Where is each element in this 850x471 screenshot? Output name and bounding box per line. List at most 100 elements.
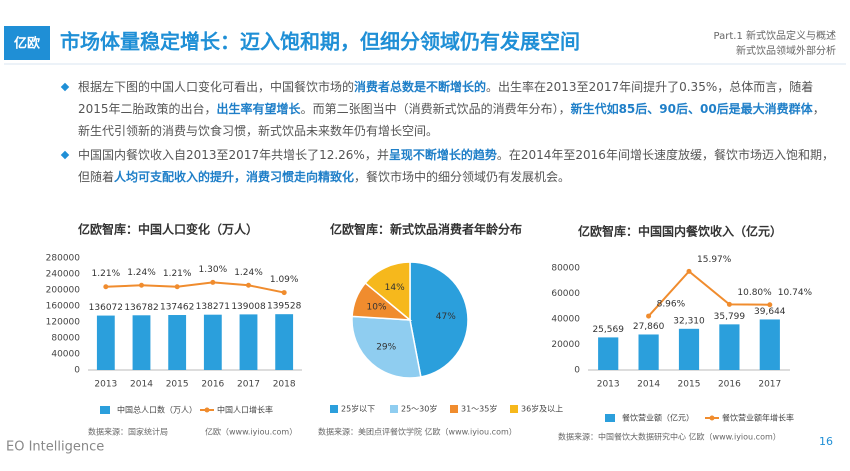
bar — [96, 315, 115, 370]
data-label: 39,644 — [754, 307, 786, 317]
legend-swatch — [450, 405, 458, 413]
legend-swatch — [100, 406, 110, 414]
pie-slice — [351, 315, 422, 379]
bullet: 中国国内餐饮收入自2013至2017年共增长了12.26%，并呈现不断增长的趋势… — [62, 144, 834, 188]
bar — [275, 314, 294, 370]
y-tick-label: 160000 — [46, 302, 81, 312]
data-label: 47% — [436, 312, 456, 322]
brand: EO Intelligence — [6, 440, 104, 455]
y-tick-label: 80000 — [51, 334, 80, 344]
legend-label: 36岁及以上 — [521, 404, 563, 414]
bar — [132, 315, 151, 370]
data-label: 1.24% — [127, 268, 156, 278]
data-label: 1.30% — [199, 265, 228, 275]
data-label: 25,569 — [592, 325, 624, 335]
pie-slice — [409, 261, 469, 378]
chart-title: 亿欧智库：中国人口变化（万人） — [78, 222, 258, 237]
legend-label: 中国总人口数（万人） — [117, 405, 197, 415]
legend-label: 中国人口增长率 — [217, 405, 273, 415]
legend-label: 25～30岁 — [401, 404, 437, 414]
legend-swatch — [510, 405, 518, 413]
x-tick-label: 2017 — [758, 380, 781, 390]
y-tick-label: 20000 — [551, 340, 580, 350]
data-label: 136072 — [89, 303, 123, 313]
y-tick-label: 0 — [74, 366, 80, 376]
y-tick-label: 40000 — [51, 350, 80, 360]
line-point — [686, 268, 692, 274]
legend-swatch — [390, 405, 398, 413]
legend-swatch — [204, 407, 210, 413]
legend-label: 25岁以下 — [341, 404, 375, 414]
x-tick-label: 2014 — [637, 380, 660, 390]
data-label: 35,799 — [714, 312, 746, 322]
y-tick-label: 40000 — [551, 315, 580, 325]
x-tick-label: 2015 — [678, 380, 701, 390]
bar — [719, 324, 740, 370]
text: 。而第二张图当中（消费新式饮品的消费年分布）， — [300, 102, 571, 116]
legend-swatch — [709, 415, 715, 421]
line-point — [246, 282, 251, 288]
data-label: 10.80% — [737, 288, 772, 298]
text: ，餐饮市场中的细分领域仍有发展机会。 — [354, 170, 571, 184]
highlight: 呈现不断增长的趋势 — [388, 148, 497, 162]
line-point — [139, 282, 144, 288]
y-tick-label: 80000 — [551, 264, 580, 274]
line-point — [726, 301, 732, 307]
text: 。出生率在2013至2017年间提升了0.35%，总体而言，随着2015年二胎政… — [78, 80, 814, 116]
data-label: 32,310 — [673, 316, 705, 326]
bar — [759, 319, 780, 370]
y-tick-label: 60000 — [551, 289, 580, 299]
x-tick-label: 2015 — [166, 380, 189, 390]
x-tick-label: 2013 — [94, 380, 117, 390]
data-label: 1.21% — [163, 269, 192, 279]
x-tick-label: 2014 — [130, 380, 153, 390]
text: 。在2014年至2016年间增长速度放缓，餐饮市场迈入饱和期，但随着 — [78, 148, 834, 184]
line-point — [103, 284, 109, 290]
data-label: 14% — [385, 283, 405, 293]
data-label: 8.96% — [657, 300, 686, 310]
bar — [638, 334, 659, 370]
x-tick-label: 2016 — [718, 380, 741, 390]
bar — [239, 314, 258, 370]
text: ，新生代引领新的消费与饮食习惯，新式饮品未来数年仍有增长空间。 — [78, 102, 825, 138]
data-label: 1.09% — [270, 275, 299, 285]
bullets: 根据左下图的中国人口变化可看出，中国餐饮市场的消费者总数是不断增长的。出生率在2… — [62, 76, 834, 190]
bar — [598, 337, 619, 370]
source: 数据来源：中国餐饮大数据研究中心 亿欧（www.iyiou.com） — [558, 432, 781, 442]
legend-swatch — [605, 414, 615, 422]
data-label: 137462 — [160, 303, 194, 313]
logo: 亿欧 — [14, 36, 40, 52]
data-label: 138271 — [196, 302, 230, 312]
section: 新式饮品领域外部分析 — [736, 44, 836, 57]
bar — [203, 314, 222, 370]
bullet: 根据左下图的中国人口变化可看出，中国餐饮市场的消费者总数是不断增长的。出生率在2… — [62, 76, 834, 142]
source: 数据来源：美团点评餐饮学院 亿欧（www.iyiou.com） — [318, 427, 517, 437]
x-tick-label: 2016 — [201, 380, 224, 390]
legend-label: 餐饮营业额年增长率 — [722, 413, 794, 423]
legend-label: 餐饮营业额（亿元） — [622, 413, 694, 423]
y-tick-label: 240000 — [46, 270, 81, 280]
data-label: 136782 — [124, 303, 158, 313]
x-tick-label: 2018 — [273, 380, 296, 390]
bar — [678, 328, 700, 370]
page-number: 16 — [819, 435, 833, 448]
y-tick-label: 200000 — [46, 286, 81, 296]
highlight: 新生代如85后、90后、00后是最大消费群体 — [570, 102, 813, 116]
highlight: 出生率有望增长 — [216, 102, 301, 116]
data-label: 139528 — [267, 302, 302, 312]
data-label: 29% — [376, 342, 396, 352]
data-label: 1.21% — [92, 269, 121, 279]
line — [105, 281, 285, 294]
line-point — [210, 279, 216, 285]
line-point — [767, 302, 773, 308]
line-point — [646, 313, 652, 319]
text: 中国国内餐饮收入自2013至2017年共增长了12.26%，并 — [78, 148, 389, 162]
line-point — [174, 284, 180, 290]
chart-title: 亿欧智库：新式饮品消费者年龄分布 — [330, 222, 522, 237]
pie-slice — [364, 261, 411, 322]
highlight: 消费者总数是不断增长的 — [354, 80, 487, 94]
source: 数据来源：国家统计局 — [88, 427, 168, 437]
data-label: 15.97% — [697, 255, 732, 265]
